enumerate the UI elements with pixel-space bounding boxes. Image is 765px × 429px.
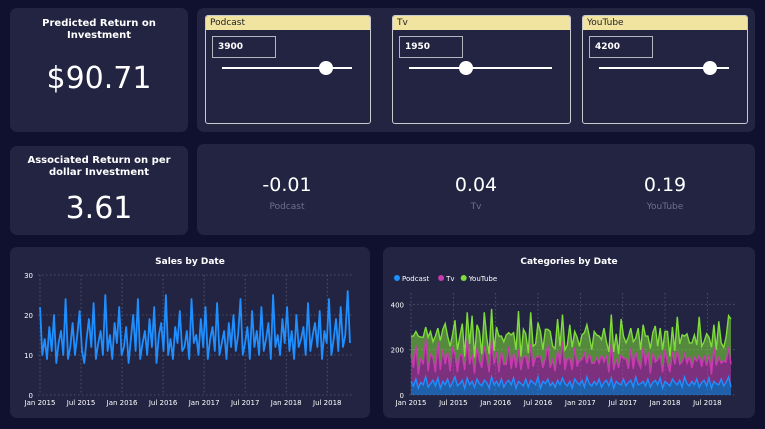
per-dollar-title: Associated Return on per dollar Investme…: [27, 155, 171, 178]
coef-youtube-value: 0.19: [643, 174, 687, 196]
y-tick-label: 20: [24, 312, 33, 320]
coefficients-card: -0.01 Podcast 0.04 Tv 0.19 YouTube: [197, 144, 755, 235]
slicer-youtube-header: YouTube: [583, 16, 747, 30]
legend-label-podcast: Podcast: [402, 275, 429, 283]
x-tick-label: Jan 2016: [106, 399, 138, 407]
slicer-podcast-input[interactable]: 3900: [212, 36, 276, 58]
coef-youtube-label: YouTube: [646, 202, 684, 212]
roi-value: $90.71: [46, 61, 152, 96]
sales-chart-title: Sales by Date: [155, 257, 225, 267]
slicer-tv-input[interactable]: 1950: [399, 36, 463, 58]
slicer-podcast-header: Podcast: [206, 16, 370, 30]
x-tick-label: Jan 2015: [395, 399, 427, 407]
coef-podcast-value: -0.01: [262, 174, 312, 196]
x-tick-label: Jul 2015: [66, 399, 96, 407]
per-dollar-card: Associated Return on per dollar Investme…: [10, 146, 188, 235]
coef-tv: 0.04 Tv: [421, 174, 531, 212]
coef-podcast-label: Podcast: [269, 202, 305, 212]
roi-card: Predicted Return on Investment $90.71: [10, 8, 188, 132]
categories-chart: 0 200 400 Jan 2015 Jul 2015 Jan 2016 Jul 2016 J…: [391, 275, 735, 407]
coef-tv-label: Tv: [470, 202, 482, 212]
x-tick-label: Jul 2016: [523, 399, 553, 407]
line-youtube: [411, 308, 732, 358]
coef-podcast: -0.01 Podcast: [232, 174, 342, 212]
line-tv: [410, 338, 732, 375]
x-tick-label: Jan 2018: [270, 399, 302, 407]
legend-marker-youtube: [460, 275, 467, 281]
legend-label-tv: Tv: [445, 275, 454, 283]
slicer-youtube[interactable]: YouTube 4200: [582, 15, 748, 124]
x-tick-label: Jul 2016: [148, 399, 178, 407]
per-dollar-value: 3.61: [65, 191, 133, 226]
x-tick-label: Jul 2015: [438, 399, 468, 407]
legend-label-youtube: YouTube: [468, 275, 497, 283]
sales-chart-card: Sales by Date 0 10 20 30 Jan 2015 Jul 2015 Jan…: [10, 247, 370, 418]
slicer-tv-track[interactable]: [409, 67, 552, 69]
line-podcast: [410, 374, 732, 391]
legend-marker-tv: [438, 275, 445, 281]
slicer-youtube-input[interactable]: 4200: [589, 36, 653, 58]
x-tick-label: Jan 2015: [24, 399, 56, 407]
x-tick-label: Jan 2017: [188, 399, 220, 407]
slicer-podcast[interactable]: Podcast 3900: [205, 15, 371, 124]
slicer-tv-thumb[interactable]: [459, 61, 474, 75]
coef-youtube: 0.19 YouTube: [610, 174, 720, 212]
slicers-card: Podcast 3900 Tv 1950 YouTube 4200: [197, 8, 755, 132]
x-tick-label: Jul 2018: [312, 399, 342, 407]
y-tick-label: 400: [391, 301, 404, 309]
roi-title: Predicted Return on Investment: [42, 18, 156, 41]
slicer-youtube-track[interactable]: [599, 67, 729, 69]
x-tick-label: Jul 2017: [607, 399, 637, 407]
slicer-podcast-thumb[interactable]: [319, 61, 333, 75]
slicer-tv-header: Tv: [393, 16, 570, 30]
slicer-youtube-thumb[interactable]: [702, 61, 717, 75]
categories-chart-card: Categories by Date 0 200 400 Jan 2015 Jul 20…: [383, 247, 755, 418]
slicer-podcast-track[interactable]: [222, 67, 352, 69]
sales-line: [39, 290, 351, 364]
legend-marker-podcast: [394, 275, 400, 281]
y-tick-label: 10: [24, 352, 33, 360]
y-tick-label: 200: [391, 347, 404, 355]
y-tick-label: 0: [400, 392, 404, 400]
y-tick-label: 0: [29, 392, 33, 400]
x-tick-label: Jan 2016: [479, 399, 511, 407]
slicer-tv[interactable]: Tv 1950: [392, 15, 571, 124]
x-tick-label: Jan 2018: [649, 399, 681, 407]
categories-chart-title: Categories by Date: [520, 257, 618, 267]
sales-chart: 0 10 20 30 Jan 2015 Jul 2015 Jan 2016 Jul 2016 J…: [24, 272, 354, 407]
y-tick-label: 30: [24, 272, 33, 280]
x-tick-label: Jul 2018: [692, 399, 722, 407]
x-tick-label: Jul 2017: [230, 399, 260, 407]
coef-tv-value: 0.04: [454, 174, 498, 196]
x-tick-label: Jan 2017: [564, 399, 596, 407]
